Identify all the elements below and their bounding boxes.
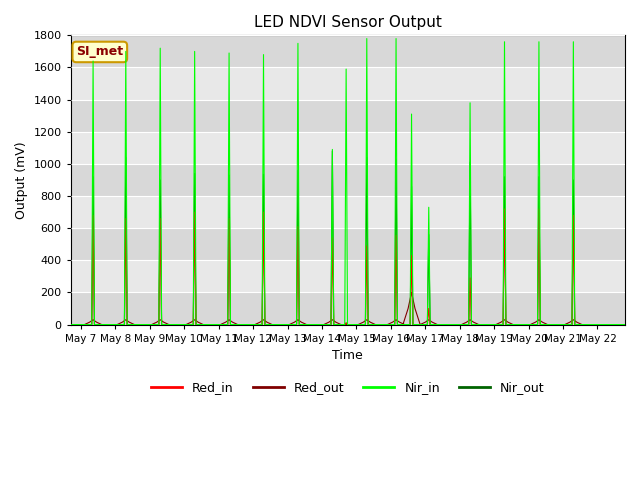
Y-axis label: Output (mV): Output (mV) xyxy=(15,141,28,219)
Legend: Red_in, Red_out, Nir_in, Nir_out: Red_in, Red_out, Nir_in, Nir_out xyxy=(146,376,550,399)
Bar xyxy=(70,164,625,196)
Bar xyxy=(70,36,625,68)
Text: SI_met: SI_met xyxy=(76,46,124,59)
X-axis label: Time: Time xyxy=(332,349,364,362)
Bar xyxy=(70,228,625,260)
Bar xyxy=(70,292,625,324)
Title: LED NDVI Sensor Output: LED NDVI Sensor Output xyxy=(254,15,442,30)
Bar xyxy=(70,100,625,132)
